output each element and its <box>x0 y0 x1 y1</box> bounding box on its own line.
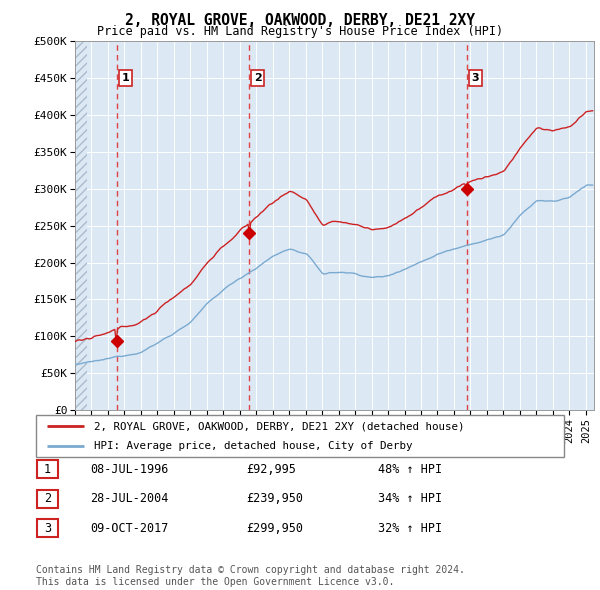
Text: 2: 2 <box>44 492 51 505</box>
Text: HPI: Average price, detached house, City of Derby: HPI: Average price, detached house, City… <box>94 441 413 451</box>
Text: 3: 3 <box>44 522 51 535</box>
Text: 09-OCT-2017: 09-OCT-2017 <box>90 522 169 535</box>
Text: 32% ↑ HPI: 32% ↑ HPI <box>378 522 442 535</box>
Text: 28-JUL-2004: 28-JUL-2004 <box>90 492 169 505</box>
Bar <box>75 41 88 410</box>
Text: £299,950: £299,950 <box>246 522 303 535</box>
FancyBboxPatch shape <box>37 490 58 507</box>
Text: 1: 1 <box>44 463 51 476</box>
Text: 3: 3 <box>472 73 479 83</box>
Text: £239,950: £239,950 <box>246 492 303 505</box>
Text: 48% ↑ HPI: 48% ↑ HPI <box>378 463 442 476</box>
Text: 2, ROYAL GROVE, OAKWOOD, DERBY, DE21 2XY: 2, ROYAL GROVE, OAKWOOD, DERBY, DE21 2XY <box>125 13 475 28</box>
FancyBboxPatch shape <box>37 460 58 478</box>
FancyBboxPatch shape <box>36 415 564 457</box>
Text: 34% ↑ HPI: 34% ↑ HPI <box>378 492 442 505</box>
Text: £92,995: £92,995 <box>246 463 296 476</box>
FancyBboxPatch shape <box>37 519 58 537</box>
Text: 2, ROYAL GROVE, OAKWOOD, DERBY, DE21 2XY (detached house): 2, ROYAL GROVE, OAKWOOD, DERBY, DE21 2XY… <box>94 421 464 431</box>
Text: 1: 1 <box>122 73 130 83</box>
Text: Contains HM Land Registry data © Crown copyright and database right 2024.
This d: Contains HM Land Registry data © Crown c… <box>36 565 465 587</box>
Text: 08-JUL-1996: 08-JUL-1996 <box>90 463 169 476</box>
Text: Price paid vs. HM Land Registry's House Price Index (HPI): Price paid vs. HM Land Registry's House … <box>97 25 503 38</box>
Text: 2: 2 <box>254 73 262 83</box>
Bar <box>75 41 88 410</box>
